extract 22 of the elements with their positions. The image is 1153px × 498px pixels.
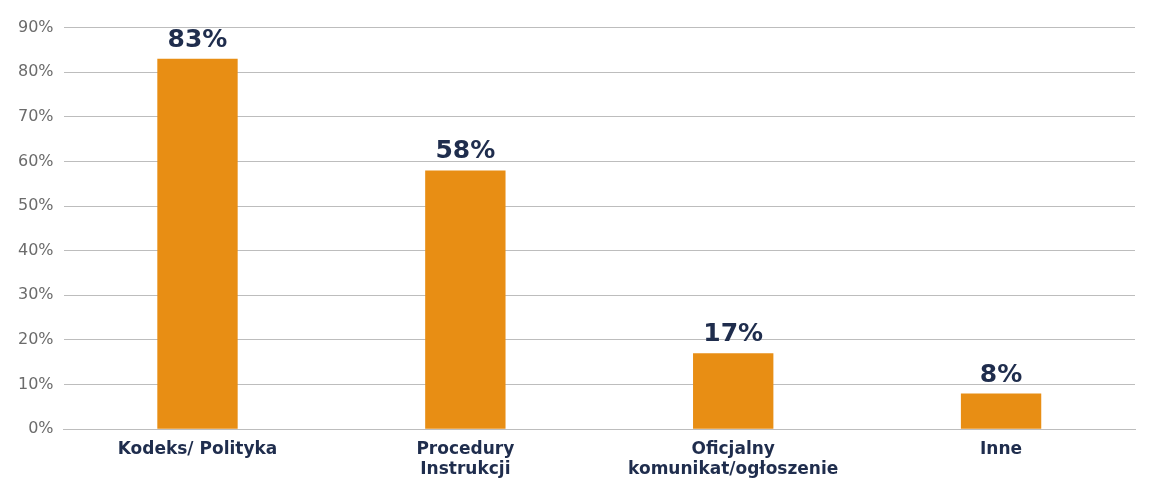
data-label: 8% [979,358,1023,388]
y-tick-label: 90% [18,16,54,36]
data-label: 17% [703,318,764,348]
x-tick-label: Procedury Instrukcji [416,437,515,479]
x-tick-label: Inne [980,437,1023,458]
bar [693,353,774,429]
y-tick-label: 70% [18,106,54,125]
y-tick-label: 40% [18,239,54,259]
y-tick-label: 20% [18,329,54,349]
data-label: 58% [435,135,496,165]
y-tick-label: 80% [18,61,54,81]
bar [960,393,1042,429]
y-tick-label: 60% [18,150,54,170]
x-tick-label: Oficjalny komunikat/ogłoszenie [628,437,839,479]
bar [157,58,238,429]
y-tick-label: 30% [18,284,54,304]
bar [425,170,506,429]
y-tick-label: 50% [18,195,54,215]
y-tick-label: 10% [18,373,54,393]
y-tick-label: 0% [28,418,54,438]
x-tick-label: Kodeks/ Polityka [117,437,278,458]
data-label: 83% [167,23,228,53]
